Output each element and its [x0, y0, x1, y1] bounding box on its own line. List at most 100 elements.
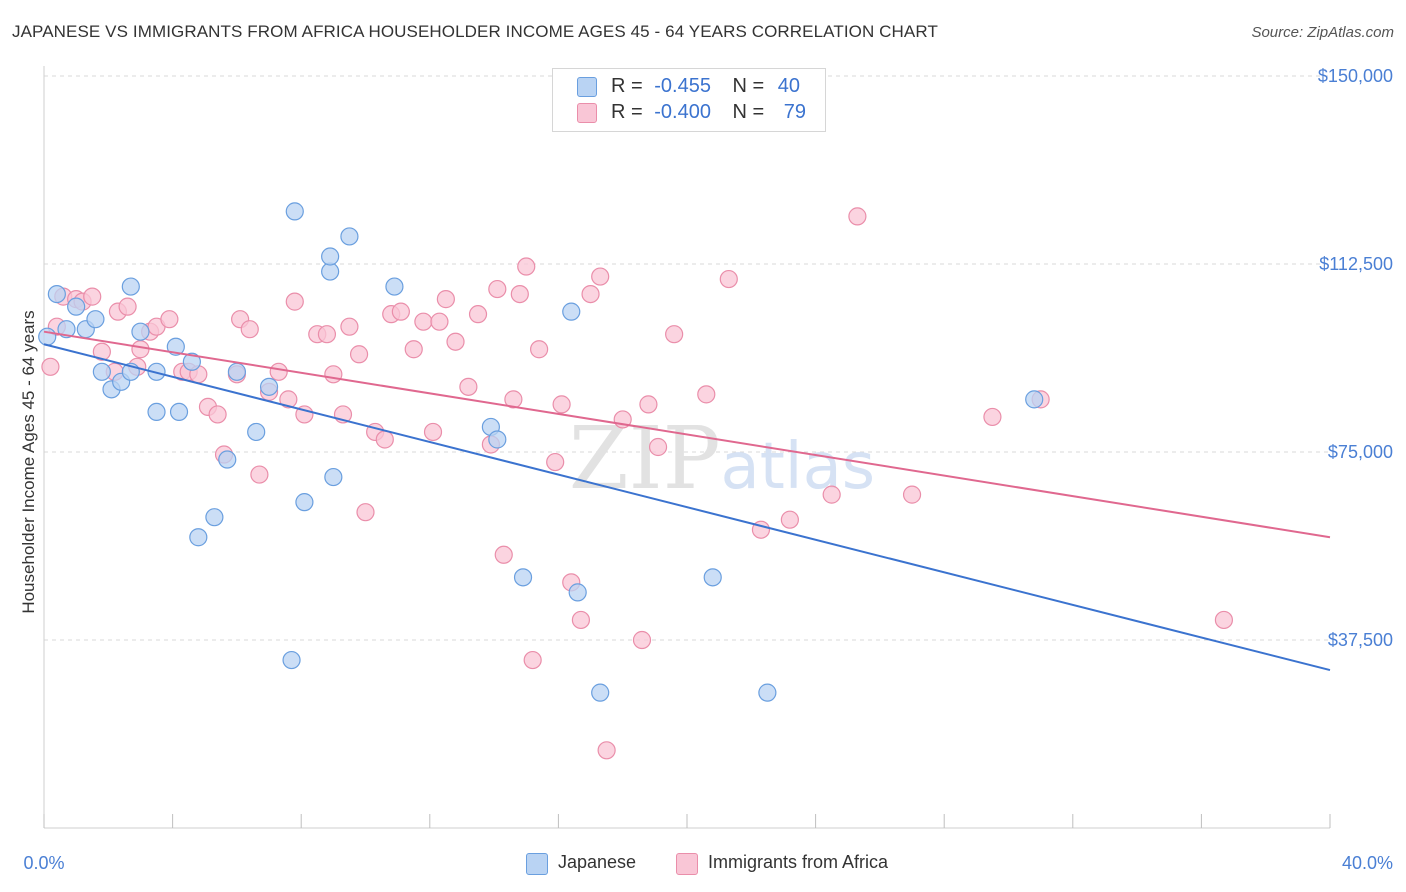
axes	[43, 66, 1331, 829]
africa-point	[83, 287, 102, 306]
africa-point	[446, 332, 465, 351]
africa-point	[780, 510, 799, 529]
africa-trend-line	[43, 330, 1331, 539]
africa-point	[983, 407, 1002, 427]
africa-point	[530, 340, 549, 359]
y-tick-label: $150,000	[1318, 66, 1393, 86]
japanese-point	[568, 583, 587, 602]
africa-point	[697, 385, 716, 404]
africa-swatch	[676, 853, 698, 875]
africa-point	[546, 452, 565, 472]
africa-point	[279, 390, 298, 409]
africa-point	[250, 465, 269, 484]
japanese-point	[131, 322, 150, 341]
africa-point	[375, 430, 394, 449]
watermark: ZIPatlas	[569, 409, 875, 509]
japanese-point	[562, 302, 581, 321]
africa-point	[269, 362, 288, 381]
japanese-point	[86, 310, 105, 329]
africa-point	[488, 279, 507, 299]
japanese-point	[38, 327, 57, 346]
grid-lines	[44, 75, 1330, 641]
r-label: R =	[611, 75, 643, 97]
africa-point	[523, 650, 542, 670]
africa-point	[349, 345, 369, 364]
n-value: 40	[777, 75, 801, 97]
tick-labels: $37,500 $75,000 $112,500 $150,000 0.0% 40.0%	[23, 66, 1393, 873]
r-label: R =	[611, 101, 643, 123]
legend-label-japanese: Japanese	[558, 852, 637, 872]
africa-point	[430, 312, 449, 331]
africa-point	[340, 317, 359, 336]
r-value: -0.455	[654, 75, 711, 97]
y-tick-label: $37,500	[1328, 630, 1393, 650]
japanese-point	[282, 650, 301, 670]
x-tick-label: 0.0%	[23, 853, 64, 873]
africa-point	[504, 390, 523, 409]
japanese-point	[67, 297, 86, 316]
n-label: N =	[732, 101, 765, 123]
japanese-point	[703, 568, 722, 587]
japanese-point	[121, 277, 140, 296]
africa-point	[459, 377, 478, 396]
japanese-point	[1025, 390, 1044, 409]
japanese-point	[92, 362, 111, 381]
japanese-point	[340, 227, 359, 246]
africa-point	[404, 340, 423, 359]
japanese-swatch	[577, 77, 597, 97]
japanese-point	[218, 450, 237, 469]
japanese-point	[321, 247, 340, 266]
japanese-trend-line	[43, 343, 1331, 672]
japanese-point	[247, 422, 266, 442]
africa-point	[639, 395, 658, 414]
japanese-point	[758, 683, 777, 702]
africa-point	[591, 267, 610, 286]
n-label: N =	[732, 75, 765, 97]
africa-point	[285, 292, 304, 311]
japanese-point	[295, 493, 314, 512]
africa-point	[552, 395, 571, 414]
africa-point	[902, 485, 922, 504]
africa-point	[822, 485, 841, 504]
africa-point	[468, 305, 488, 324]
n-value: 79	[783, 101, 807, 123]
japanese-point	[285, 202, 304, 221]
africa-point	[160, 310, 179, 329]
correlation-legend: R = -0.455 N = 40 R = -0.400 N = 79	[552, 68, 826, 132]
y-tick-label: $75,000	[1328, 442, 1393, 462]
africa-point	[208, 405, 227, 424]
africa-point	[632, 630, 652, 650]
africa-point	[131, 340, 150, 359]
japanese-point	[259, 377, 279, 396]
japanese-point	[488, 430, 507, 449]
chart-title: JAPANESE VS IMMIGRANTS FROM AFRICA HOUSE…	[12, 22, 938, 41]
japanese-point	[57, 320, 76, 339]
africa-point	[41, 357, 60, 376]
japanese-point	[227, 362, 246, 381]
series-japanese	[38, 202, 1044, 702]
africa-point	[391, 302, 410, 321]
africa-point	[571, 610, 591, 630]
x-tick-label: 40.0%	[1342, 853, 1393, 873]
africa-point	[92, 342, 111, 361]
africa-point	[414, 312, 433, 331]
africa-point	[510, 284, 529, 304]
japanese-point	[513, 568, 533, 587]
africa-point	[324, 365, 343, 384]
japanese-point	[47, 284, 66, 304]
africa-swatch	[577, 103, 597, 123]
y-tick-label: $112,500	[1319, 254, 1393, 274]
japanese-point	[189, 528, 208, 547]
japanese-point	[385, 277, 404, 296]
japanese-point	[182, 352, 201, 371]
africa-point	[597, 741, 616, 760]
japanese-swatch	[526, 853, 548, 875]
series-immigrants-from-africa	[41, 207, 1234, 760]
japanese-point	[147, 402, 166, 422]
africa-point	[848, 207, 867, 226]
africa-point	[665, 325, 684, 344]
trend-lines	[43, 330, 1331, 672]
source-credit: Source: ZipAtlas.com	[1251, 24, 1394, 41]
africa-point	[317, 325, 337, 344]
